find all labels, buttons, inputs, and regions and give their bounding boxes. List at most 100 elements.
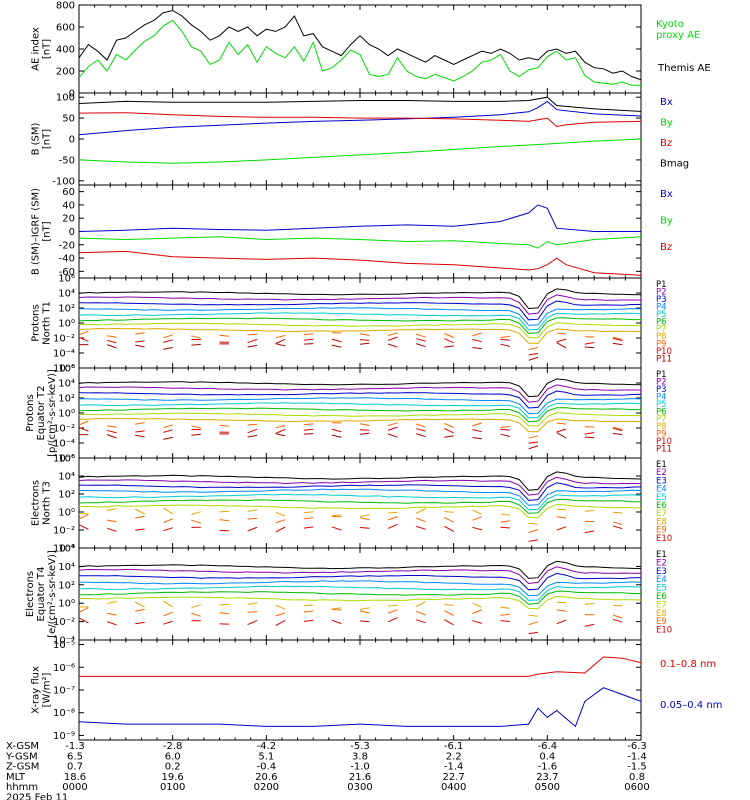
y-axis-label-line: X-ray flux xyxy=(31,666,42,714)
channel-segment-p9 xyxy=(135,422,145,425)
legend: Bx By Bz Bmag xyxy=(660,97,689,169)
y-axis: -100 -50 0 50 100 xyxy=(52,93,641,187)
legend-entry-e2: E2 xyxy=(656,468,667,478)
channel-segment-e10 xyxy=(387,617,398,623)
channel-segment-p11 xyxy=(444,435,454,438)
channel-segment-e10 xyxy=(359,620,370,623)
channel-segment-e9 xyxy=(556,609,567,612)
y-tick-label: -60 xyxy=(59,267,75,278)
channel-segment-p9 xyxy=(191,425,201,429)
channel-line-e6 xyxy=(79,498,641,514)
channel-line-p3 xyxy=(79,300,641,321)
channel-segment-p9 xyxy=(612,426,623,431)
channel-segment-e10 xyxy=(528,631,539,635)
channel-segment-e8 xyxy=(472,509,482,515)
legend-entry-e5: E5 xyxy=(656,584,667,594)
y-tick-label: 10⁻⁴ xyxy=(53,544,75,555)
legend-entry: Bx xyxy=(660,97,673,108)
channel-segment-p9 xyxy=(359,333,370,336)
channel-segment-p9 xyxy=(275,425,286,429)
y-tick-label: 10⁻² xyxy=(53,617,75,628)
ephemeris-value: -6.1 xyxy=(444,741,464,752)
channel-segment-p11 xyxy=(387,433,398,438)
channel-segment-e9 xyxy=(387,516,398,521)
channel-segment-e8 xyxy=(107,601,117,604)
ephemeris-value: -1.0 xyxy=(350,762,370,773)
y-axis-label: AE index [nT] xyxy=(31,27,53,71)
ephemeris-label: MLT xyxy=(6,772,26,783)
ephemeris-value: 0100 xyxy=(160,782,185,793)
y-tick-label: 10⁻² xyxy=(53,424,75,435)
channel-segment-e9 xyxy=(219,612,229,615)
legend-entry: proxy AE xyxy=(656,30,700,41)
channel-segment-p11 xyxy=(247,434,258,438)
ephemeris-value: 0600 xyxy=(624,782,649,793)
channel-segment-p10 xyxy=(331,428,342,433)
channel-segment-e8 xyxy=(303,604,314,607)
legend-entry-p3: P3 xyxy=(656,295,667,305)
legend-entry-p10: P10 xyxy=(656,347,672,357)
y-axis: 10⁻⁴ 10⁻² 10⁰ 10² 10⁴ 10⁶ xyxy=(53,454,641,555)
plot-area xyxy=(79,378,641,450)
channel-line-p8 xyxy=(79,327,641,344)
channel-segment-e10 xyxy=(387,523,398,529)
channel-segment-p10 xyxy=(444,428,454,434)
legend-entry-e3: E3 xyxy=(656,567,667,577)
channel-segment-p11 xyxy=(500,343,511,347)
y-tick-label: 10⁻⁴ xyxy=(53,636,75,647)
channel-segment-p10 xyxy=(387,426,398,431)
ephemeris-label: Y-GSM xyxy=(5,751,38,762)
channel-segment-p9 xyxy=(612,336,623,341)
legend-entry-p11: P11 xyxy=(656,445,672,455)
legend-entry-p9: P9 xyxy=(656,430,667,440)
channel-segment-p10 xyxy=(612,337,623,342)
y-tick-label: 10⁻² xyxy=(53,526,75,537)
y-axis-label-line: [p/(cm²-s-sr-keV)] xyxy=(47,369,58,457)
ephemeris-value: 0.2 xyxy=(165,762,181,773)
channel-segment-e10 xyxy=(303,619,314,622)
channel-segment-e9 xyxy=(359,517,370,521)
legend-entry-e8: E8 xyxy=(656,517,667,527)
channel-segment-e9 xyxy=(359,610,370,614)
legend-entry-p11: P11 xyxy=(656,355,672,365)
ephemeris-value: 18.6 xyxy=(64,772,86,783)
channel-segment-p9 xyxy=(275,335,286,339)
channel-segment-e10 xyxy=(163,527,173,532)
panel-frame xyxy=(78,92,642,186)
channel-segment-e8 xyxy=(107,508,117,511)
channel-segment-e8 xyxy=(415,508,426,514)
y-axis-label-line: B (SM)–IGRF (SM) xyxy=(31,188,42,275)
legend-entry-p6: P6 xyxy=(656,317,667,327)
ephemeris-value: -6.3 xyxy=(627,741,647,752)
channel-segment-p11 xyxy=(416,343,426,348)
ephemeris-value: -5.3 xyxy=(350,741,370,752)
channel-segment-e9 xyxy=(275,612,286,617)
y-tick-label: 600 xyxy=(56,23,75,34)
channel-segment-p10 xyxy=(331,338,342,343)
y-tick-label: 0 xyxy=(69,135,75,146)
ephemeris-value: 0.4 xyxy=(539,751,555,762)
x-ticks xyxy=(78,93,642,185)
channel-segment-e8 xyxy=(359,607,370,611)
channel-segment-p9 xyxy=(107,425,117,428)
channel-segment-p10 xyxy=(135,430,145,433)
channel-segment-p11 xyxy=(163,346,173,350)
ephemeris-value: 0000 xyxy=(62,782,87,793)
ephemeris-value: -1.4 xyxy=(444,762,464,773)
channel-segment-p10 xyxy=(247,338,258,344)
channel-segment-p11 xyxy=(191,343,201,346)
channel-segment-e10 xyxy=(444,619,454,626)
channel-segment-p9 xyxy=(219,424,229,427)
channel-segment-e10 xyxy=(135,621,145,625)
channel-segment-p11 xyxy=(528,445,539,450)
legend-entry-e6: E6 xyxy=(656,501,667,511)
channel-segment-p11 xyxy=(584,436,595,439)
y-axis-label-line: B (SM) xyxy=(31,122,42,155)
channel-line-p6 xyxy=(79,407,641,423)
legend-entry-e7: E7 xyxy=(656,600,667,610)
channel-segment-e9 xyxy=(444,610,454,616)
channel-segment-p10 xyxy=(584,342,595,345)
